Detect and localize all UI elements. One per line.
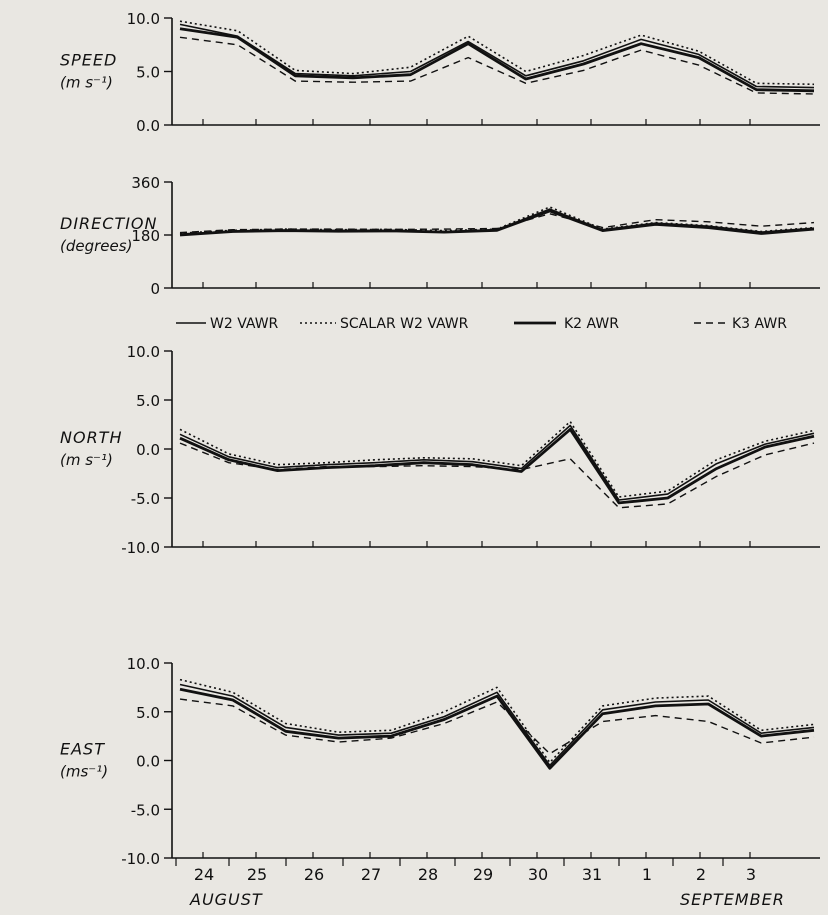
legend-label: K2 AWR (564, 316, 619, 332)
y-tick-label: -10.0 (121, 539, 160, 557)
legend: W2 VAWR SCALAR W2 VAWR K2 AWR K3 AWR (176, 316, 787, 332)
x-tick-labels: 24 25 26 27 28 29 30 31 1 2 3 AUGUST SEPTEMBER (189, 865, 785, 909)
y-tick-label: 5.0 (136, 64, 160, 82)
y-axis-label: EAST (60, 740, 105, 759)
series-k2-awr (179, 428, 815, 505)
series-w2-vawr (179, 683, 815, 767)
x-tick-label: 3 (746, 865, 756, 884)
y-tick-label: 10.0 (127, 10, 160, 28)
series-scalar-w2-vawr (179, 20, 815, 86)
month-label-august: AUGUST (189, 890, 263, 909)
series-k2-awr (179, 27, 815, 93)
legend-label: SCALAR W2 VAWR (340, 316, 469, 332)
y-axis-label: DIRECTION (60, 214, 158, 233)
y-tick-label: 0.0 (136, 441, 160, 459)
legend-label: W2 VAWR (210, 316, 279, 332)
series-w2-vawr (179, 424, 815, 501)
legend-label: K3 AWR (732, 316, 787, 332)
panel-speed: 10.0 5.0 0.0 SPEED (m s⁻¹) (60, 10, 820, 135)
y-tick-label: -5.0 (131, 490, 160, 508)
y-tick-label: 10.0 (127, 655, 160, 673)
x-tick-label: 29 (473, 865, 493, 884)
series-k3-awr (179, 36, 815, 95)
y-axis-unit: (ms⁻¹) (60, 763, 108, 781)
y-tick-label: 0 (150, 280, 160, 298)
x-tick-label: 2 (696, 865, 706, 884)
y-tick-label: 360 (131, 174, 160, 192)
y-tick-label: -5.0 (131, 801, 160, 819)
series-k2-awr (179, 687, 815, 770)
panel-east: 10.0 5.0 0.0 -5.0 -10.0 EAST (ms⁻¹) (60, 655, 820, 868)
x-tick-label: 31 (582, 865, 602, 884)
y-tick-label: 0.0 (136, 753, 160, 771)
x-tick-label: 1 (642, 865, 652, 884)
y-tick-label: 5.0 (136, 704, 160, 722)
series-k3-awr (179, 213, 815, 234)
panel-direction: 360 180 0 DIRECTION (degrees) (60, 174, 820, 298)
x-tick-label: 25 (247, 865, 267, 884)
x-tick-label: 26 (304, 865, 324, 884)
series-scalar-w2-vawr (179, 206, 815, 234)
y-axis-unit: (degrees) (60, 237, 132, 255)
y-axis-unit: (m s⁻¹) (60, 74, 113, 92)
x-tick-label: 28 (418, 865, 438, 884)
x-tick-label: 27 (361, 865, 381, 884)
series-scalar-w2-vawr (179, 420, 815, 498)
y-tick-label: 5.0 (136, 392, 160, 410)
month-label-september: SEPTEMBER (680, 890, 785, 909)
y-tick-label: 10.0 (127, 343, 160, 361)
y-axis-label: NORTH (60, 428, 122, 447)
series-k2-awr (179, 209, 815, 237)
y-axis-label: SPEED (60, 51, 117, 70)
series-k3-awr (179, 442, 815, 509)
x-tick-label: 30 (528, 865, 548, 884)
series-scalar-w2-vawr (179, 678, 815, 764)
y-tick-label: 180 (131, 227, 160, 245)
y-axis-unit: (m s⁻¹) (60, 451, 113, 469)
series-w2-vawr (179, 23, 815, 89)
x-tick-label: 24 (194, 865, 214, 884)
panel-north: 10.0 5.0 0.0 -5.0 -10.0 NORTH (m s⁻¹) (60, 343, 820, 557)
series-k3-awr (179, 698, 815, 755)
y-tick-label: -10.0 (121, 850, 160, 868)
y-tick-label: 0.0 (136, 117, 160, 135)
